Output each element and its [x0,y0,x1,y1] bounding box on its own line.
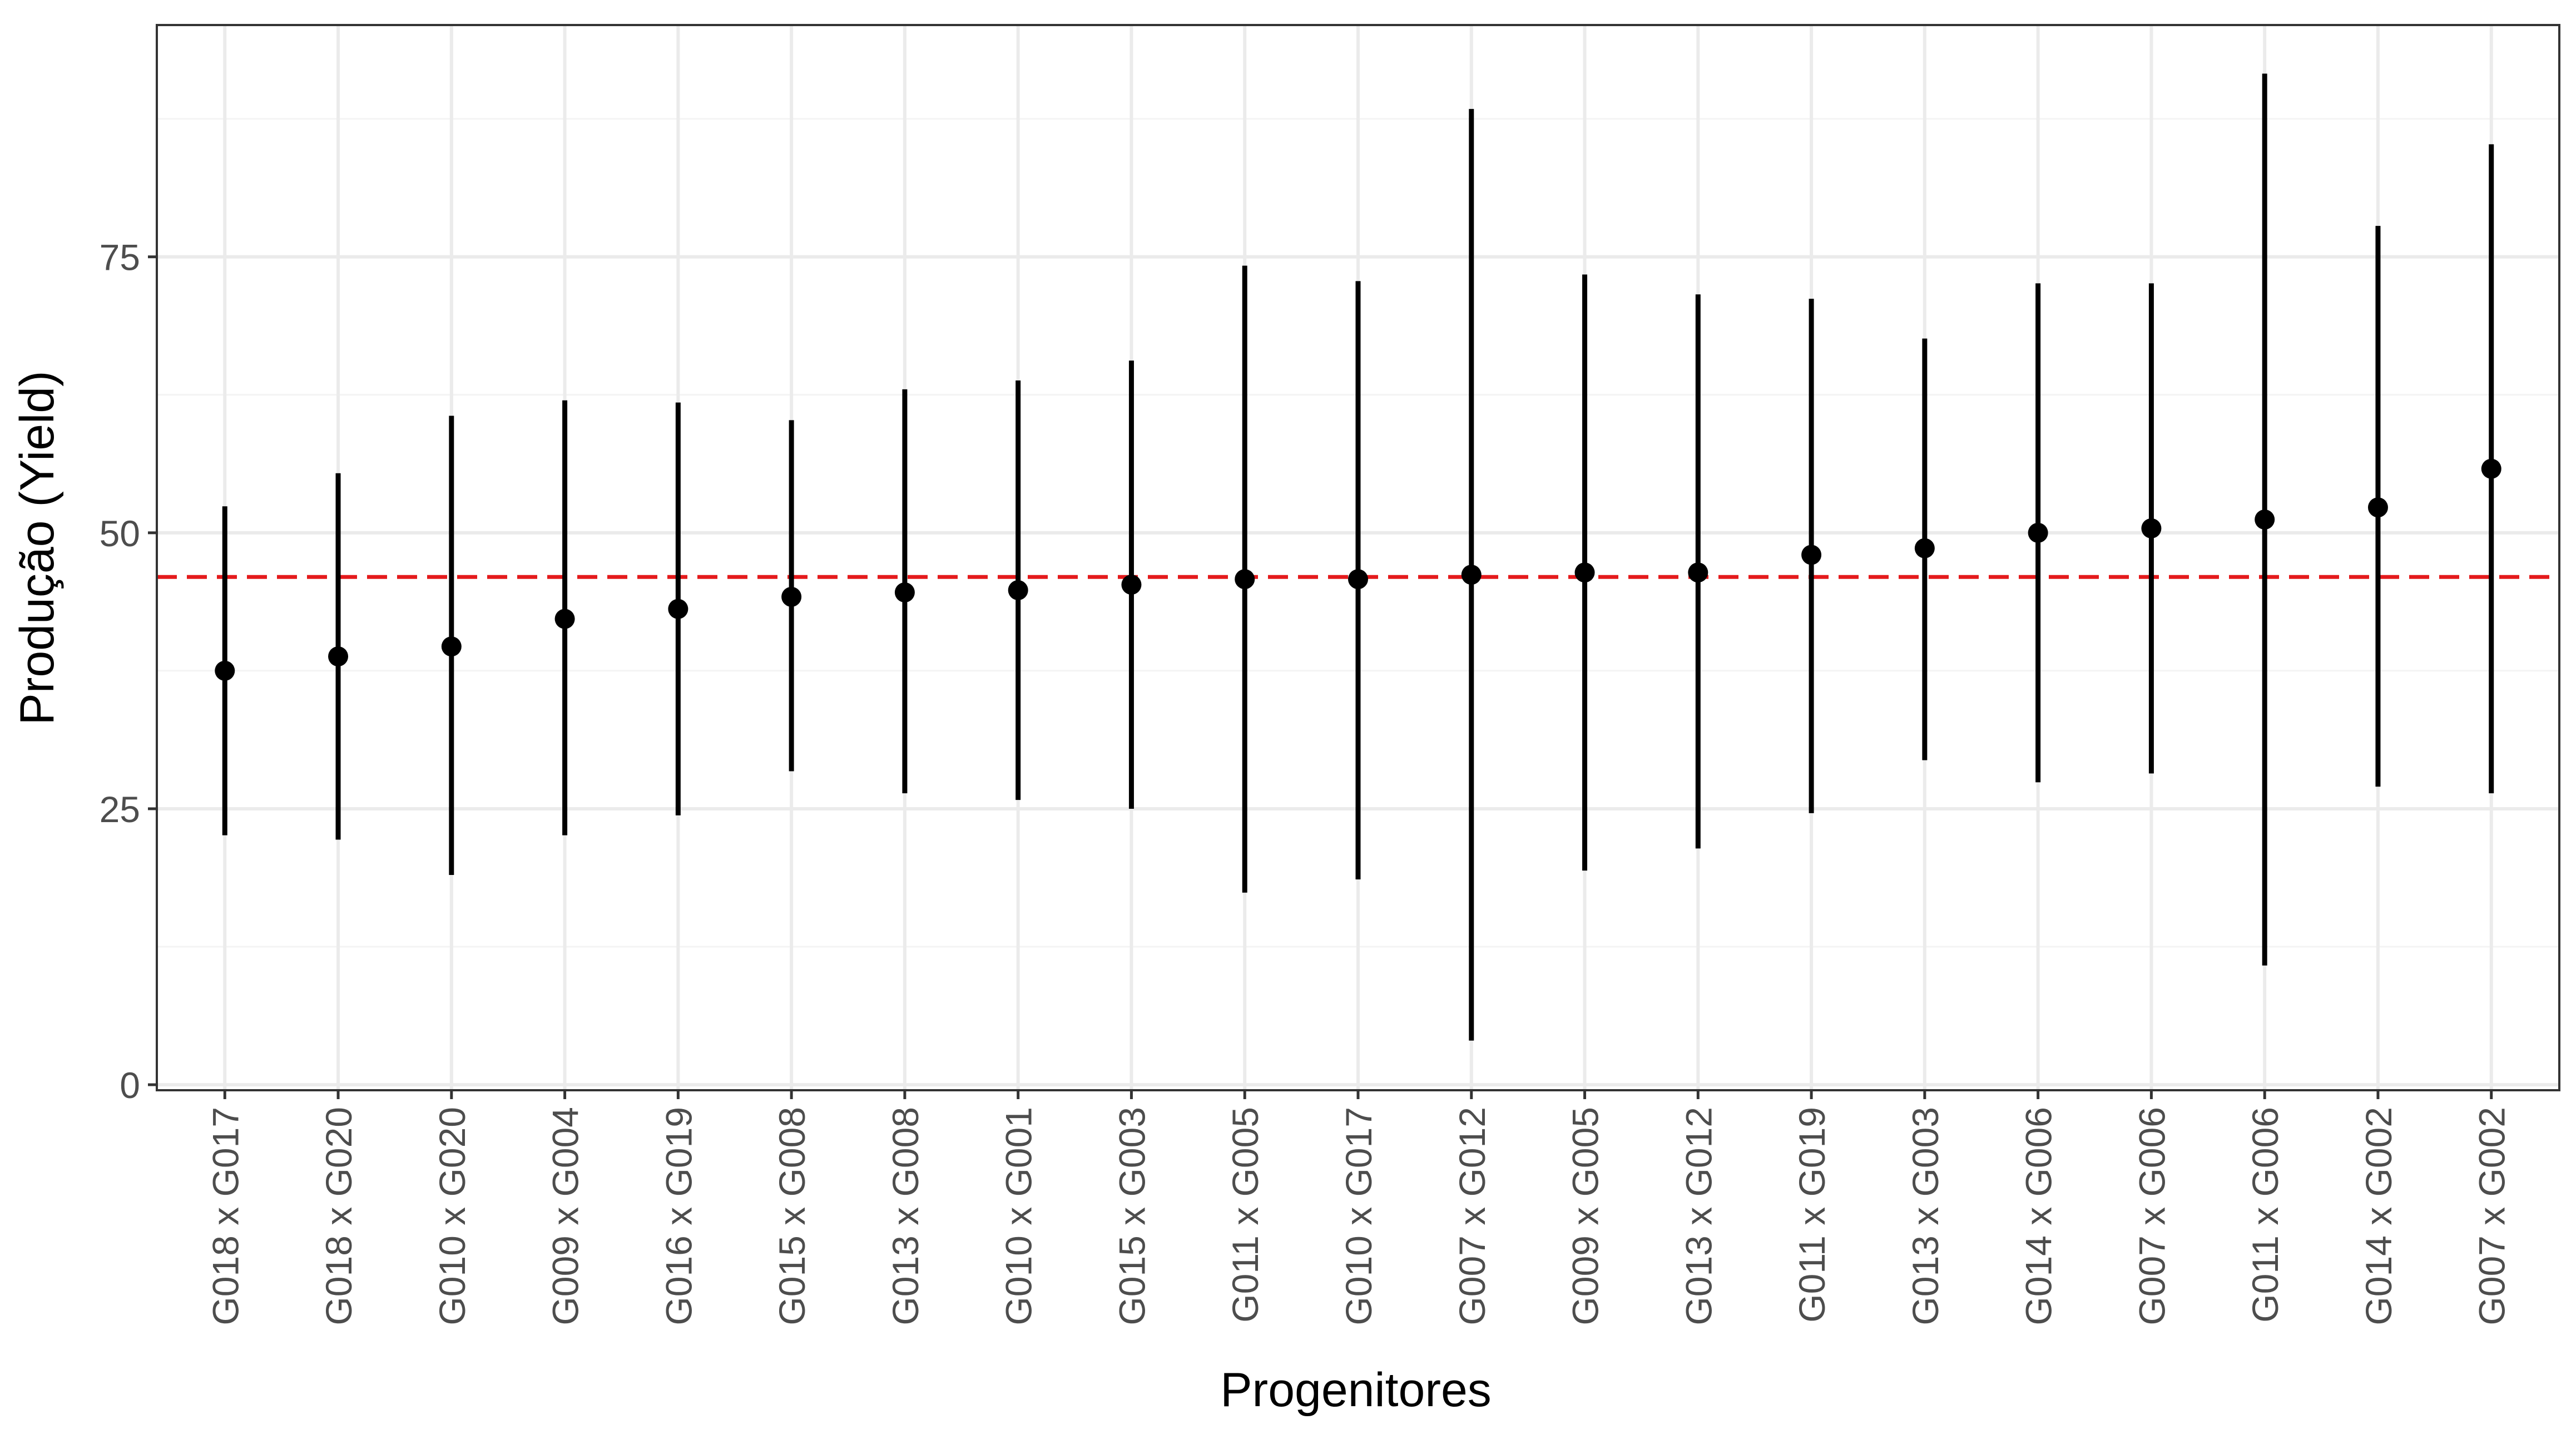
data-point [894,582,915,603]
data-point [2481,458,2501,479]
point-layer [215,458,2501,681]
x-tick-label: G015 x G003 [1111,1107,1152,1326]
data-point [1235,569,1255,590]
data-point [1914,538,1935,558]
data-point [2367,497,2388,518]
data-point [1348,569,1368,590]
data-point [215,660,235,681]
data-point [1688,562,1708,583]
data-point [1121,575,1142,595]
data-point [781,586,802,607]
x-tick-label: G013 x G003 [1905,1107,1946,1326]
axis-layer: 0 25 50 75 G018 x G017 G018 x G020 G010 x G020… [100,237,2513,1326]
data-point [1461,565,1482,585]
x-tick-label: G009 x G004 [545,1107,586,1326]
x-tick-label: G009 x G005 [1565,1107,1606,1326]
x-tick-label: G011 x G019 [1791,1107,1832,1323]
x-tick-label: G011 x G006 [2245,1107,2286,1323]
x-tick-label: G018 x G017 [205,1107,246,1326]
data-point [2028,522,2048,543]
y-tick-label: 75 [100,237,140,278]
y-tick-label: 25 [100,789,140,830]
data-point [1008,580,1028,601]
data-point [328,646,349,667]
x-tick-label: G007 x G006 [2131,1107,2172,1326]
y-axis-title: Produção (Yield) [11,370,64,725]
x-tick-label: G016 x G019 [658,1107,699,1326]
x-tick-label: G010 x G001 [998,1107,1039,1326]
x-tick-label: G010 x G020 [432,1107,473,1326]
data-point [554,609,575,629]
x-tick-label: G018 x G020 [318,1107,359,1326]
data-point [441,636,462,657]
x-tick-label: G014 x G002 [2358,1107,2399,1326]
data-point [668,599,688,619]
x-tick-label: G014 x G006 [2018,1107,2059,1326]
data-point [1801,545,1822,565]
x-tick-label: G013 x G008 [885,1107,926,1326]
x-tick-label: G007 x G012 [1452,1107,1493,1326]
data-point [2141,518,2162,538]
x-axis-title: Progenitores [1220,1363,1492,1417]
y-tick-label: 0 [120,1065,140,1106]
x-tick-label: G013 x G012 [1678,1107,1719,1326]
data-point [1574,562,1595,583]
x-tick-label: G007 x G002 [2471,1107,2513,1326]
data-point [2255,510,2275,530]
x-tick-label: G010 x G017 [1338,1107,1379,1326]
x-tick-label: G015 x G008 [771,1107,813,1326]
y-tick-label: 50 [100,513,140,554]
x-tick-label: G011 x G005 [1225,1107,1266,1323]
